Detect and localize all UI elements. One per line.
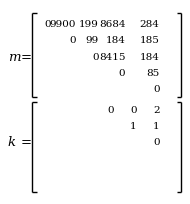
Text: 0: 0	[130, 106, 137, 115]
Text: 184: 184	[105, 36, 125, 45]
Text: 185: 185	[140, 36, 160, 45]
Text: 284: 284	[140, 20, 160, 29]
Text: 0: 0	[107, 106, 114, 115]
Text: 0: 0	[119, 69, 125, 78]
Text: 99: 99	[86, 36, 99, 45]
Text: 1: 1	[153, 122, 160, 131]
Text: m: m	[8, 51, 20, 64]
Text: 0: 0	[153, 85, 160, 94]
Text: 8415: 8415	[99, 53, 125, 62]
Text: =: =	[21, 136, 32, 149]
Text: 0: 0	[45, 20, 51, 29]
Text: 184: 184	[140, 53, 160, 62]
Text: 199: 199	[79, 20, 99, 29]
Text: 85: 85	[146, 69, 160, 78]
Text: 9900: 9900	[50, 20, 76, 29]
Text: 0: 0	[153, 138, 160, 147]
Text: 2: 2	[153, 106, 160, 115]
Text: 0: 0	[69, 36, 76, 45]
Text: 1: 1	[130, 122, 137, 131]
Text: 8684: 8684	[99, 20, 125, 29]
Text: =: =	[21, 51, 32, 64]
Text: k: k	[8, 136, 16, 149]
Text: 0: 0	[92, 53, 99, 62]
